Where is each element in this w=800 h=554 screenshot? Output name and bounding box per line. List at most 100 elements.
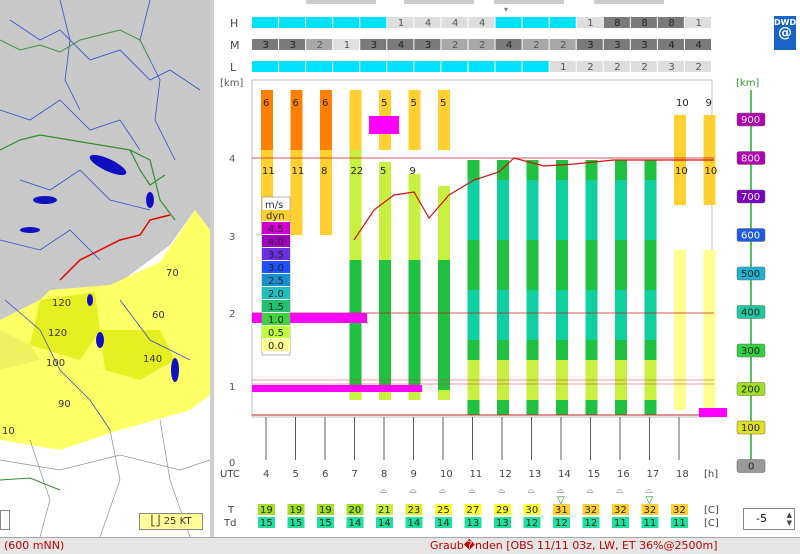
map-label: 100	[46, 358, 65, 369]
legend-swatch	[262, 300, 290, 312]
cloud-cell-high-value: 8	[614, 18, 620, 29]
temperature-value: 32	[614, 505, 627, 516]
offset-spinner-value[interactable]: -5	[756, 512, 767, 525]
x-axis-unit: [h]	[704, 469, 718, 480]
temperature-value: 19	[319, 505, 332, 516]
cloud-cell-low-value: 2	[587, 62, 593, 73]
dwd-logo-text: DWD	[774, 18, 797, 27]
cloud-bar-segment	[261, 90, 273, 150]
dewpoint-value: 12	[585, 518, 598, 529]
dewpoint-value: 13	[467, 518, 480, 529]
height-tick: 0	[229, 458, 235, 469]
toolbar-stub[interactable]	[494, 0, 564, 4]
bar-mid-value: 11	[262, 166, 275, 177]
cloud-symbol-icon: ⌓	[380, 486, 387, 496]
temperature-cell	[435, 504, 452, 515]
cloud-bar-segment	[556, 180, 568, 240]
cloud-bar-segment	[290, 90, 303, 150]
temperature-value: 27	[467, 505, 480, 516]
wind-scale-icon: ⎣⎦	[150, 516, 164, 527]
cloud-cell-mid-value: 3	[263, 40, 269, 51]
bar-mid-value: 9	[410, 166, 416, 177]
cloud-cell-mid	[549, 39, 576, 50]
map-view[interactable]: 70 60 120 120 140 100 90 10	[0, 0, 210, 537]
cloud-bar-segment	[526, 290, 539, 340]
spinner-down-icon[interactable]: ▼	[786, 519, 792, 527]
cloud-cell-mid-value: 3	[425, 40, 431, 51]
temperature-cell	[671, 504, 688, 515]
cloud-cell-high	[414, 17, 441, 28]
right-scale-chip	[736, 189, 766, 204]
x-tick: 18	[676, 469, 689, 480]
x-tick: 17	[647, 469, 660, 480]
bar-upper-value: 9	[706, 98, 712, 109]
cloud-symbol-icon: ⌓	[498, 486, 505, 496]
legend-value: 3.5	[268, 250, 284, 261]
map-label: 140	[143, 354, 162, 365]
cloud-symbol-icon: ⌓	[469, 486, 476, 496]
toolbar-handle-icon[interactable]: ▾	[504, 5, 508, 14]
panel-splitter[interactable]	[210, 0, 214, 537]
legend-swatch	[262, 326, 290, 338]
cloud-cell-high	[495, 17, 522, 28]
shear-band	[252, 313, 367, 323]
temperature-cell	[582, 504, 600, 515]
dewpoint-cell	[612, 517, 629, 528]
cloud-cell-mid-value: 4	[695, 40, 701, 51]
cloud-bar-segment	[408, 90, 421, 150]
toolbar-stub[interactable]	[306, 0, 376, 4]
dewpoint-cell	[671, 517, 688, 528]
temperature-cell	[376, 504, 393, 515]
temperature-cell	[494, 504, 511, 515]
cloud-cell-mid	[576, 39, 603, 50]
cloud-row-high: 1 4 4 4 1 8 8 8 1	[252, 17, 711, 29]
cloud-cell-mid-value: 2	[452, 40, 458, 51]
height-axis-unit: [km]	[220, 78, 243, 89]
bar-upper-value: 5	[381, 98, 387, 109]
cloud-bar-segment	[644, 180, 657, 240]
cloud-bar-segment	[438, 90, 450, 150]
legend-value: 3.0	[268, 263, 284, 274]
legend-unit-dyn-bg	[262, 210, 290, 221]
cloud-cell-high	[684, 17, 711, 28]
legend-swatch	[262, 222, 290, 234]
cloud-cell-high	[360, 17, 387, 28]
dewpoint-cell	[287, 517, 305, 528]
offset-spinner[interactable]: -5 ▲ ▼	[743, 508, 795, 530]
cloud-bar-segment	[674, 250, 686, 410]
right-scale-value: 900	[741, 115, 760, 126]
bar-upper-value: 5	[440, 98, 446, 109]
dewpoint-cell	[582, 517, 600, 528]
right-scale-value: 300	[741, 346, 760, 357]
cloud-cell-high	[306, 17, 333, 28]
dewpoint-value: 13	[496, 518, 509, 529]
toolbar-stub[interactable]	[594, 0, 664, 4]
cloud-cell-mid-value: 4	[668, 40, 674, 51]
cloud-row-label-low: L	[230, 61, 237, 74]
cloud-cell-mid-value: 2	[317, 40, 323, 51]
legend-value: 1.5	[268, 302, 284, 313]
cloud-cell-high	[468, 17, 495, 28]
dwd-logo: DWD @	[774, 16, 796, 50]
dewpoint-value: 11	[644, 518, 657, 529]
x-tick: 9	[411, 469, 417, 480]
vertical-velocity-legend: m/s dyn 4.5 4.0 3.5 3.0 2.5 2.0 1.5 1.0 0.5 0.0	[261, 196, 291, 356]
cloud-cell-low	[630, 61, 657, 72]
cloud-cell-mid	[684, 39, 711, 50]
dewpoint-value: 15	[260, 518, 273, 529]
x-tick: 14	[558, 469, 571, 480]
cloud-cell-high-value: 8	[641, 18, 647, 29]
cloud-cell-low-value: 3	[668, 62, 674, 73]
cloud-bar-segment	[615, 180, 627, 240]
toolbar-stub[interactable]	[404, 0, 474, 4]
status-elevation: (600 mNN)	[4, 539, 65, 552]
cloud-cell-high	[279, 17, 306, 28]
dewpoint-value: 14	[378, 518, 391, 529]
cloud-row-low: 1 2 2 2 3 2	[252, 61, 711, 73]
cloud-bar-segment	[379, 260, 391, 390]
bar-mid-value: 8	[321, 166, 327, 177]
spinner-up-icon[interactable]: ▲	[786, 511, 792, 519]
right-scale-chip	[736, 420, 766, 435]
x-tick: 11	[470, 469, 483, 480]
right-scale-unit: [km]	[736, 78, 759, 89]
